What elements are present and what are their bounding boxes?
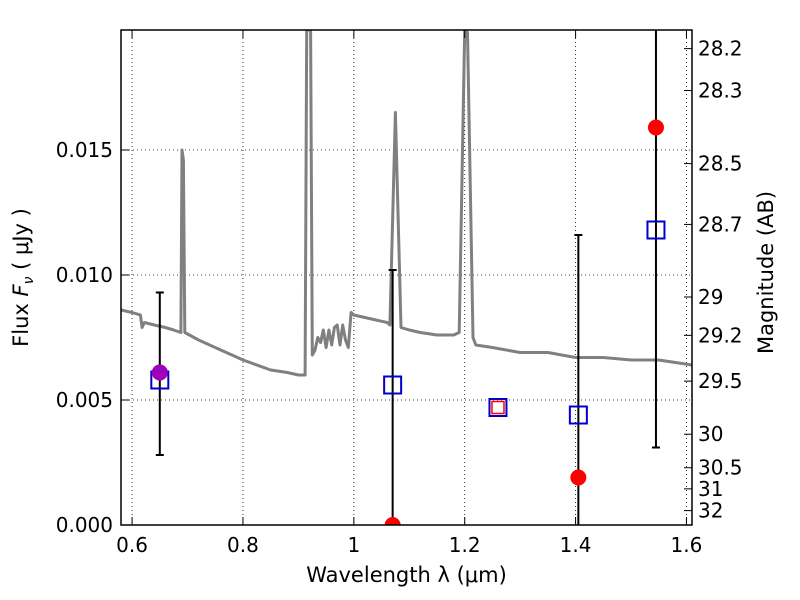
data-points	[150, 119, 666, 525]
magnitude-tick-label: 29	[698, 285, 723, 309]
magnitude-tick-label: 32	[698, 499, 723, 523]
x-tick-label: 0.6	[116, 533, 148, 557]
observed-point	[570, 469, 587, 486]
model-point	[646, 220, 666, 240]
y-axis-title-post: ( μJy )	[9, 208, 33, 276]
x-tick-label: 1.4	[560, 533, 592, 557]
y-axis-title: Flux Fν ( μJy )	[9, 208, 37, 347]
y-tick-label: 0.000	[56, 513, 113, 537]
magnitude-tick-label: 28.7	[698, 212, 743, 236]
model-point	[488, 398, 508, 417]
y-axis-ticks: 0.000 0.005 0.010 0.015	[56, 138, 129, 537]
observed-point	[384, 517, 401, 525]
x-axis-ticks: 0.6 0.8 1 1.2 1.4 1.6	[116, 30, 702, 557]
magnitude-axis-title: Magnitude (AB)	[754, 191, 778, 354]
y-tick-label: 0.015	[56, 138, 113, 162]
model-spectrum	[121, 30, 692, 377]
magnitude-tick-label: 28.3	[698, 79, 743, 103]
y-axis-title-subscript: ν	[21, 276, 37, 284]
y-tick-label: 0.005	[56, 388, 113, 412]
plot-frame	[120, 29, 693, 526]
grid-lines	[121, 30, 692, 526]
x-axis-title: Wavelength λ (μm)	[306, 563, 507, 587]
observed-point	[491, 400, 505, 415]
error-bars	[155, 30, 660, 525]
model-point	[383, 375, 403, 395]
magnitude-tick-label: 30.5	[698, 456, 743, 480]
magnitude-tick-label: 30	[698, 422, 723, 446]
y-axis-title-symbol: F	[9, 284, 33, 297]
y-tick-label: 0.010	[56, 263, 113, 287]
magnitude-tick-label: 29.2	[698, 323, 743, 347]
magnitude-tick-label: 28.5	[698, 152, 743, 176]
observed-point	[647, 119, 664, 136]
spectrum-line	[121, 30, 692, 377]
magnitude-tick-label: 29.5	[698, 369, 743, 393]
magnitude-tick-label: 28.2	[698, 37, 743, 61]
x-tick-label: 0.8	[227, 533, 259, 557]
magnitude-tick-label: 31	[698, 477, 723, 501]
model-point	[568, 405, 588, 425]
x-tick-label: 1.2	[449, 533, 481, 557]
x-tick-label: 1	[347, 533, 360, 557]
x-tick-label: 1.6	[671, 533, 703, 557]
y-axis-title-pre: Flux	[9, 297, 33, 347]
overlap-point	[151, 364, 168, 381]
